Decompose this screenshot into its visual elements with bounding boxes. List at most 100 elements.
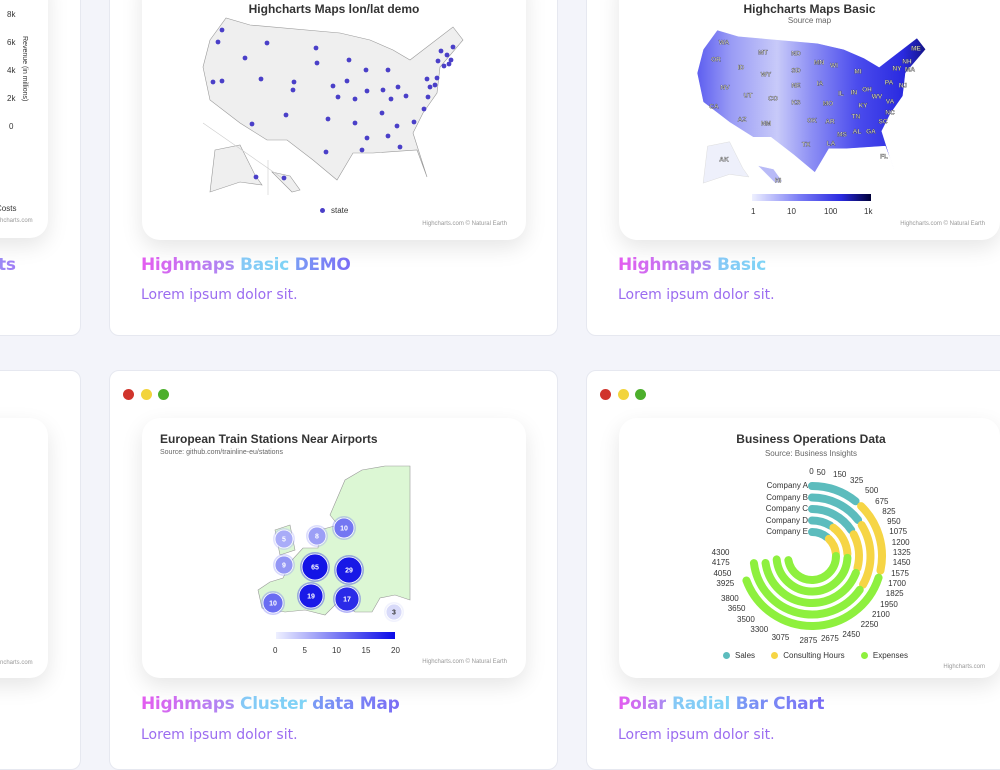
card-title[interactable]: Highmaps Cluster data Map: [141, 694, 400, 714]
state-point: [283, 112, 289, 118]
cluster-count: 10: [269, 601, 277, 608]
state-point: [242, 55, 248, 61]
cluster-count: 3: [392, 610, 396, 617]
state-label-ne: NE: [791, 83, 801, 90]
chart-legend: Sales Consulting Hours Expenses: [723, 651, 908, 660]
state-point: [352, 96, 358, 102]
us-map: [202, 17, 464, 195]
state-point: [359, 147, 365, 153]
state-point: [364, 135, 370, 141]
chart-credit[interactable]: hcharts.com: [0, 218, 33, 224]
chart-credit[interactable]: ncharts.com: [0, 660, 33, 666]
chart-panel-radial: Business Operations Data Source: Busines…: [619, 418, 1000, 678]
hawaii-outline: [271, 171, 301, 193]
state-point: [335, 94, 341, 100]
chart-subtitle: Source map: [787, 16, 832, 25]
radial-bar-expenses: [742, 573, 883, 630]
card-title[interactable]: Highmaps Basic: [618, 255, 766, 275]
state-point: [219, 27, 225, 33]
radial-bar-chart: [742, 482, 886, 630]
y-tick: 0: [9, 122, 14, 131]
legend-item-expenses[interactable]: Expenses: [860, 651, 908, 660]
chart-credit[interactable]: Highcharts.com © Natural Earth: [900, 221, 985, 227]
legend-item-consulting[interactable]: Consulting Hours: [771, 651, 845, 660]
angular-tick-label: 2675: [820, 633, 839, 643]
angular-tick-label: 1700: [888, 578, 906, 588]
state-label-ia: IA: [817, 81, 824, 88]
legend-dot-icon: [320, 208, 325, 214]
legend-item-sales[interactable]: Sales: [723, 651, 755, 660]
us-choropleth-map: WA OR CA NV ID MT WY UT CO AZ NM ND SD NE KS OK TX MN IA MO…: [696, 29, 927, 185]
state-label-pa: PA: [885, 80, 894, 87]
cluster-bubble: [301, 553, 329, 581]
angular-tick-label: 1575: [891, 568, 909, 578]
state-label-ak: AK: [719, 157, 729, 164]
state-label-ma: MA: [905, 67, 915, 74]
chart-credit[interactable]: Highcharts.com © Natural Earth: [422, 221, 507, 227]
state-label-il: IL: [838, 91, 844, 98]
window-minimize-dot[interactable]: [141, 389, 152, 400]
chart-title: Highcharts Maps Basic: [743, 2, 876, 16]
state-point: [380, 87, 386, 93]
angular-tick-label: 3500: [737, 614, 755, 624]
cluster-count: 5: [282, 537, 286, 544]
legend-item-state[interactable]: state: [320, 206, 348, 215]
window-close-dot[interactable]: [600, 389, 611, 400]
cluster-bubble: [333, 517, 355, 539]
state-label-va: VA: [886, 99, 895, 106]
window-maximize-dot[interactable]: [635, 389, 646, 400]
category-label: Company A: [766, 481, 808, 490]
window-close-dot[interactable]: [123, 389, 134, 400]
cluster-count: 65: [311, 565, 319, 572]
cluster-count: 19: [307, 594, 315, 601]
state-point: [330, 83, 336, 89]
state-label-ny: NY: [892, 66, 902, 73]
state-label-nc: NC: [885, 110, 895, 117]
state-point: [363, 67, 369, 73]
category-label: Company B: [766, 492, 808, 502]
card-description: Lorem ipsum dolor sit.: [141, 727, 298, 743]
colorbar-label: 0: [273, 646, 278, 655]
angular-tick-label: 950: [887, 517, 901, 527]
angular-tick-label: 2450: [842, 630, 861, 640]
state-label-ar: AR: [825, 119, 835, 126]
radial-bar-consulting-hours: [824, 534, 840, 558]
card-description: Lorem ipsum dolor sit.: [141, 287, 298, 303]
state-point: [352, 120, 358, 126]
state-label-me: ME: [911, 46, 921, 53]
inset-divider: [202, 122, 286, 181]
state-point: [344, 78, 350, 84]
colorbar-label: 10: [332, 646, 341, 655]
state-label-nm: NM: [761, 121, 771, 128]
card-title[interactable]: Polar Radial Bar Chart: [618, 694, 825, 714]
colorbar-label: 10: [787, 207, 796, 216]
window-maximize-dot[interactable]: [158, 389, 169, 400]
card-title[interactable]: Highmaps Basic DEMO: [141, 255, 351, 275]
colorbar: [276, 632, 395, 639]
state-point: [253, 174, 259, 180]
state-label-al: AL: [853, 129, 862, 136]
alaska-outline: [209, 144, 263, 193]
angular-tick-label: 4050: [713, 568, 732, 578]
angular-tick-label: 1200: [891, 537, 910, 547]
state-point: [424, 76, 430, 82]
category-label: Company E: [766, 527, 808, 536]
category-label: Company C: [765, 504, 808, 513]
state-label-ok: OK: [807, 118, 817, 125]
state-label-sc: SC: [878, 119, 887, 126]
card-description: Lorem ipsum dolor sit.: [618, 287, 775, 303]
chart-panel-basic: WA OR CA NV ID MT WY UT CO AZ NM ND SD NE KS OK TX MN IA MO…: [619, 0, 1000, 240]
angular-tick-label: 0: [809, 467, 814, 476]
angular-tick-label: 3925: [716, 578, 735, 588]
state-label-nh: NH: [902, 59, 912, 66]
chart-credit[interactable]: Highcharts.com © Natural Earth: [422, 659, 507, 665]
state-point: [249, 121, 255, 127]
chart-title: Highcharts Maps lon/lat demo: [142, 2, 526, 16]
state-label-mo: MO: [823, 101, 833, 108]
chart-credit[interactable]: Highcharts.com: [943, 664, 985, 670]
window-minimize-dot[interactable]: [618, 389, 629, 400]
state-point: [395, 84, 401, 90]
legend-item-costs[interactable]: Costs: [0, 204, 17, 213]
state-point: [215, 39, 221, 45]
state-label-oh: OH: [862, 87, 872, 94]
